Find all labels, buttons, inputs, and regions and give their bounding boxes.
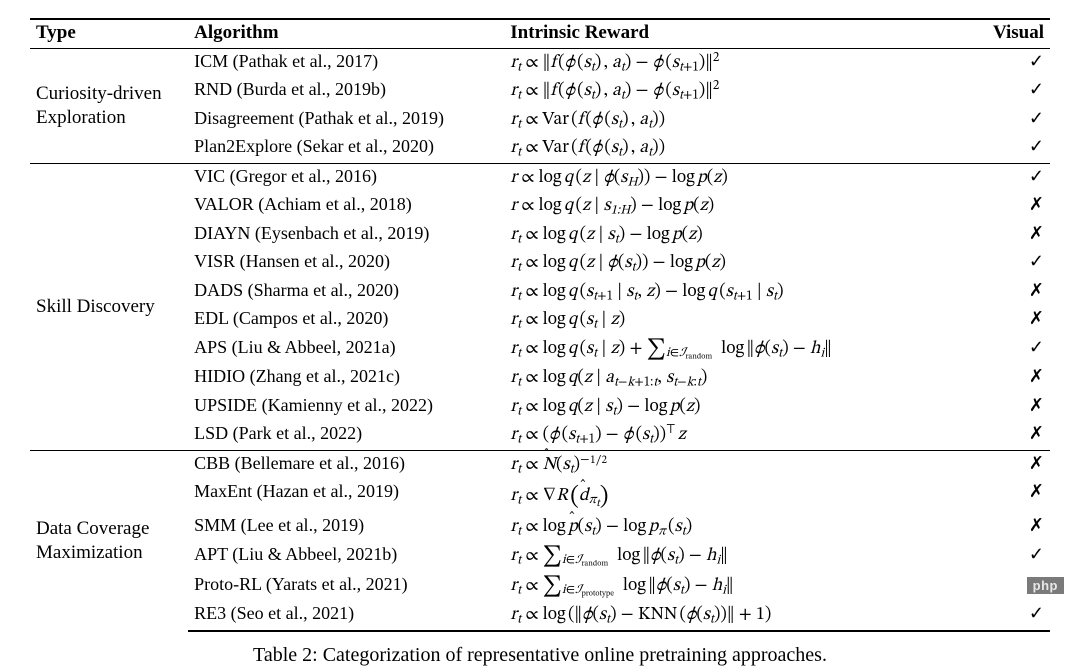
algorithm-cell: SMM (Lee et al., 2019) [188, 513, 504, 541]
reward-cell: rt ∝ ∑i∈ℐrandom log ‖ϕ(st) − hi‖ [504, 542, 983, 572]
visual-cell: ✓ [984, 542, 1050, 572]
reward-cell: rt ∝ log q (z | ϕ(st)) − log p(z) [504, 249, 983, 277]
table-caption: Table 2: Categorization of representativ… [30, 644, 1050, 667]
reward-cell: r ∝ log q (z | s1:H) − log p(z) [504, 192, 983, 220]
reward-cell: rt ∝ log q (st+1 | st, z) − log q (st+1 … [504, 278, 983, 306]
visual-cell: ✓ [984, 335, 1050, 365]
col-header-type: Type [30, 19, 188, 49]
reward-cell: rt ∝ Var (f (ϕ (st) , at)) [504, 106, 983, 134]
algorithm-cell: ICM (Pathak et al., 2017) [188, 49, 504, 78]
reward-cell: rt ∝ log q(z | at−k+1:t, st−k:t) [504, 364, 983, 392]
reward-cell: rt ∝ ∑i∈ℐprototype log ‖ϕ(st) − hi‖ [504, 572, 983, 602]
algorithm-cell: VISR (Hansen et al., 2020) [188, 249, 504, 277]
algorithm-cell: EDL (Campos et al., 2020) [188, 306, 504, 334]
algorithm-cell: LSD (Park et al., 2022) [188, 421, 504, 450]
visual-cell: ✓ [984, 249, 1050, 277]
visual-cell: ✗ [984, 221, 1050, 249]
visual-cell: ✓ [984, 77, 1050, 105]
type-cell: Curiosity-driven Exploration [30, 49, 188, 164]
reward-cell: rt ∝ Var (f (ϕ (st) , at)) [504, 134, 983, 163]
algorithm-cell: HIDIO (Zhang et al., 2021c) [188, 364, 504, 392]
visual-cell: ✗ [984, 306, 1050, 334]
table-row: Curiosity-driven ExplorationICM (Pathak … [30, 49, 1050, 78]
visual-cell: ✓ [984, 49, 1050, 78]
algorithm-cell: RND (Burda et al., 2019b) [188, 77, 504, 105]
reward-cell: rt ∝ N(st)− 1∕2 [504, 450, 983, 479]
table-row: Data Coverage MaximizationCBB (Bellemare… [30, 450, 1050, 479]
table-row: Skill DiscoveryVIC (Gregor et al., 2016)… [30, 163, 1050, 192]
reward-cell: rt ∝ ‖f (ϕ (st) , at) − ϕ (st+1)‖2 [504, 49, 983, 78]
type-cell: Skill Discovery [30, 163, 188, 450]
reward-cell: rt ∝ ‖f (ϕ (st) , at) − ϕ (st+1)‖2 [504, 77, 983, 105]
visual-cell: ✓ [984, 601, 1050, 630]
algorithm-cell: Disagreement (Pathak et al., 2019) [188, 106, 504, 134]
reward-cell: rt ∝ (ϕ (st+1) − ϕ (st))⊤ z [504, 421, 983, 450]
visual-cell: ✗ [984, 513, 1050, 541]
reward-cell: rt ∝ log p(st) − log pπ (st) [504, 513, 983, 541]
algorithm-cell: VALOR (Achiam et al., 2018) [188, 192, 504, 220]
algorithm-cell: APT (Liu & Abbeel, 2021b) [188, 542, 504, 572]
reward-cell: rt ∝ log q (st | z) [504, 306, 983, 334]
reward-cell: rt ∝ log q (st | z) + ∑i∈ℐrandom log ‖ϕ(… [504, 335, 983, 365]
visual-cell: ✗ [984, 393, 1050, 421]
visual-cell: ✗ [984, 364, 1050, 392]
visual-cell: ✗ [984, 450, 1050, 479]
visual-cell: ✓ [984, 163, 1050, 192]
reward-cell: rt ∝ ∇R (dπt) [504, 479, 983, 513]
col-header-reward: Intrinsic Reward [504, 19, 983, 49]
algorithm-cell: DIAYN (Eysenbach et al., 2019) [188, 221, 504, 249]
col-header-algorithm: Algorithm [188, 19, 504, 49]
type-cell: Data Coverage Maximization [30, 450, 188, 630]
algorithm-cell: Proto-RL (Yarats et al., 2021) [188, 572, 504, 602]
visual-cell: ✓ [984, 106, 1050, 134]
algorithm-cell: Plan2Explore (Sekar et al., 2020) [188, 134, 504, 163]
pretraining-approaches-table: Type Algorithm Intrinsic Reward Visual C… [30, 18, 1050, 632]
reward-cell: rt ∝ log q (z | st) − log p(z) [504, 221, 983, 249]
visual-cell: ✗ [984, 479, 1050, 513]
algorithm-cell: MaxEnt (Hazan et al., 2019) [188, 479, 504, 513]
table-header-row: Type Algorithm Intrinsic Reward Visual [30, 19, 1050, 49]
algorithm-cell: UPSIDE (Kamienny et al., 2022) [188, 393, 504, 421]
visual-cell: ✗ [984, 421, 1050, 450]
algorithm-cell: APS (Liu & Abbeel, 2021a) [188, 335, 504, 365]
algorithm-cell: VIC (Gregor et al., 2016) [188, 163, 504, 192]
col-header-visual: Visual [984, 19, 1050, 49]
watermark-badge: php [1027, 577, 1064, 594]
visual-cell: ✗ [984, 192, 1050, 220]
reward-cell: rt ∝ log (‖ϕ(st) − KNN (ϕ(st))‖ + 1) [504, 601, 983, 630]
reward-cell: r ∝ log q (z | ϕ(sH)) − log p(z) [504, 163, 983, 192]
algorithm-cell: DADS (Sharma et al., 2020) [188, 278, 504, 306]
visual-cell: ✗ [984, 278, 1050, 306]
reward-cell: rt ∝ log q(z | st) − log p(z) [504, 393, 983, 421]
visual-cell: ✓ [984, 134, 1050, 163]
algorithm-cell: RE3 (Seo et al., 2021) [188, 601, 504, 630]
algorithm-cell: CBB (Bellemare et al., 2016) [188, 450, 504, 479]
